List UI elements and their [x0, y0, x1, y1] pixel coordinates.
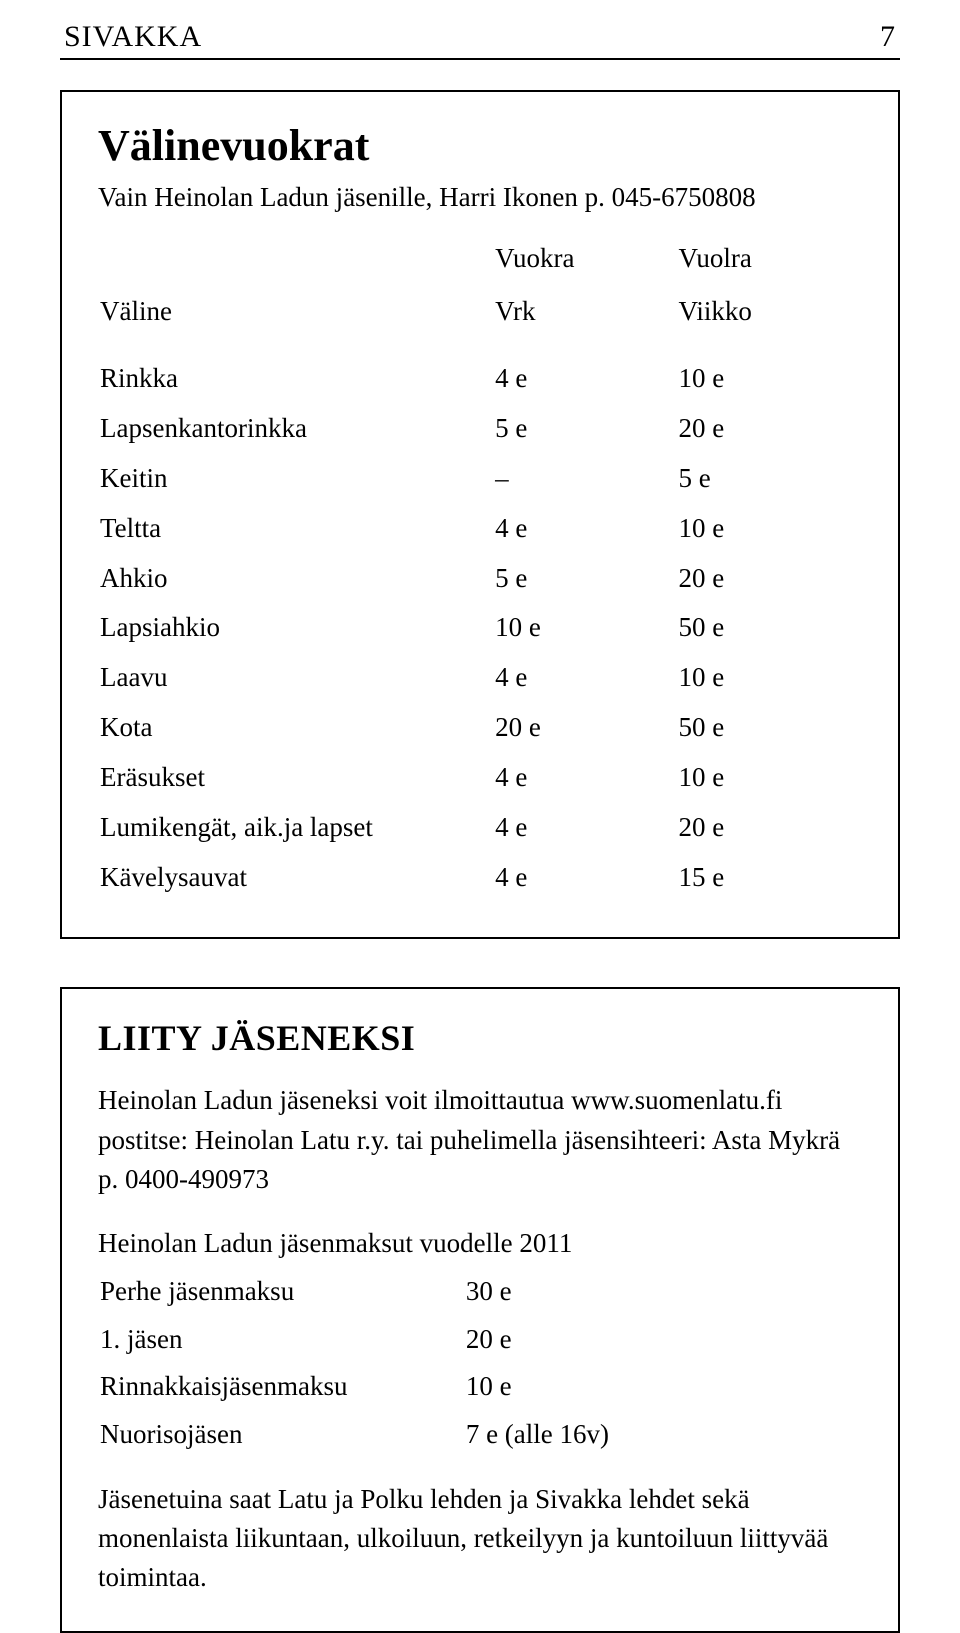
table-row: Keitin – 5 e: [100, 455, 860, 503]
fee-value: 7 e (alle 16v): [466, 1412, 860, 1458]
rental-header-row-1: Vuokra Vuolra: [100, 235, 860, 286]
rental-subline: Vain Heinolan Ladun jäsenille, Harri Iko…: [98, 179, 862, 215]
rental-title: Välinevuokrat: [98, 120, 862, 171]
rental-viikko: 10 e: [679, 754, 860, 802]
rental-vrk: –: [495, 455, 676, 503]
rental-header-row-2: Väline Vrk Viikko: [100, 288, 860, 339]
table-row: Ahkio 5 e 20 e: [100, 555, 860, 603]
fee-label: 1. jäsen: [100, 1317, 464, 1363]
header-title: SIVAKKA: [64, 20, 202, 54]
rental-vrk: 10 e: [495, 604, 676, 652]
fees-block: Heinolan Ladun jäsenmaksut vuodelle 2011…: [98, 1223, 862, 1460]
table-row: Laavu 4 e 10 e: [100, 654, 860, 702]
fee-label: Perhe jäsenmaksu: [100, 1269, 464, 1315]
rental-viikko: 10 e: [679, 505, 860, 553]
rental-label: Laavu: [100, 654, 493, 702]
table-row: Lumikengät, aik.ja lapset 4 e 20 e: [100, 804, 860, 852]
rental-viikko: 5 e: [679, 455, 860, 503]
table-row: Eräsukset 4 e 10 e: [100, 754, 860, 802]
table-row: Kävelysauvat 4 e 15 e: [100, 854, 860, 902]
rental-viikko: 20 e: [679, 555, 860, 603]
rental-viikko: 10 e: [679, 654, 860, 702]
rental-label: Rinkka: [100, 355, 493, 403]
table-row: Rinkka 4 e 10 e: [100, 355, 860, 403]
rental-viikko: 50 e: [679, 604, 860, 652]
table-row: Kota 20 e 50 e: [100, 704, 860, 752]
rental-label: Ahkio: [100, 555, 493, 603]
fees-table: Perhe jäsenmaksu 30 e 1. jäsen 20 e Rinn…: [98, 1267, 862, 1460]
rental-label: Kävelysauvat: [100, 854, 493, 902]
page: SIVAKKA 7 Välinevuokrat Vain Heinolan La…: [0, 0, 960, 1448]
rental-viikko: 10 e: [679, 355, 860, 403]
rental-label: Eräsukset: [100, 754, 493, 802]
rental-col-vrk: Vrk: [495, 288, 676, 339]
fee-value: 10 e: [466, 1364, 860, 1410]
table-row: Lapsiahkio 10 e 50 e: [100, 604, 860, 652]
rental-viikko: 20 e: [679, 804, 860, 852]
rental-vrk: 4 e: [495, 505, 676, 553]
fee-label: Rinnakkaisjäsenmaksu: [100, 1364, 464, 1410]
table-row: Rinnakkaisjäsenmaksu 10 e: [100, 1364, 860, 1410]
page-header: SIVAKKA 7: [60, 20, 900, 60]
rental-viikko: 20 e: [679, 405, 860, 453]
rental-col-vuokra: Vuokra: [495, 235, 676, 286]
rental-vrk: 4 e: [495, 854, 676, 902]
rental-col-valine: Väline: [100, 288, 493, 339]
rental-label: Lumikengät, aik.ja lapset: [100, 804, 493, 852]
membership-box: LIITY JÄSENEKSI Heinolan Ladun jäseneksi…: [60, 987, 900, 1633]
rental-col-viikko: Viikko: [679, 288, 860, 339]
rental-vrk: 4 e: [495, 804, 676, 852]
rental-vrk: 5 e: [495, 555, 676, 603]
rental-label: Keitin: [100, 455, 493, 503]
header-page-number: 7: [880, 20, 896, 54]
rental-vrk: 5 e: [495, 405, 676, 453]
table-row: Lapsenkantorinkka 5 e 20 e: [100, 405, 860, 453]
membership-para2: Jäsenetuina saat Latu ja Polku lehden ja…: [98, 1480, 862, 1597]
rental-viikko: 50 e: [679, 704, 860, 752]
rental-label: Lapsenkantorinkka: [100, 405, 493, 453]
rental-label: Teltta: [100, 505, 493, 553]
table-row: Perhe jäsenmaksu 30 e: [100, 1269, 860, 1315]
membership-para1: Heinolan Ladun jäseneksi voit ilmoittaut…: [98, 1081, 862, 1198]
rental-label: Kota: [100, 704, 493, 752]
rental-vrk: 4 e: [495, 654, 676, 702]
rental-vrk: 20 e: [495, 704, 676, 752]
rental-vrk: 4 e: [495, 754, 676, 802]
table-row: 1. jäsen 20 e: [100, 1317, 860, 1363]
membership-title: LIITY JÄSENEKSI: [98, 1017, 862, 1059]
rental-label: Lapsiahkio: [100, 604, 493, 652]
fee-value: 20 e: [466, 1317, 860, 1363]
rental-vrk: 4 e: [495, 355, 676, 403]
table-row: Teltta 4 e 10 e: [100, 505, 860, 553]
fee-label: Nuorisojäsen: [100, 1412, 464, 1458]
table-row: Nuorisojäsen 7 e (alle 16v): [100, 1412, 860, 1458]
rental-col-vuolra: Vuolra: [679, 235, 860, 286]
fees-title: Heinolan Ladun jäsenmaksut vuodelle 2011: [98, 1223, 862, 1265]
rental-box: Välinevuokrat Vain Heinolan Ladun jäseni…: [60, 90, 900, 939]
rental-viikko: 15 e: [679, 854, 860, 902]
fee-value: 30 e: [466, 1269, 860, 1315]
rental-table: Vuokra Vuolra Väline Vrk Viikko Rinkka 4…: [98, 233, 862, 903]
